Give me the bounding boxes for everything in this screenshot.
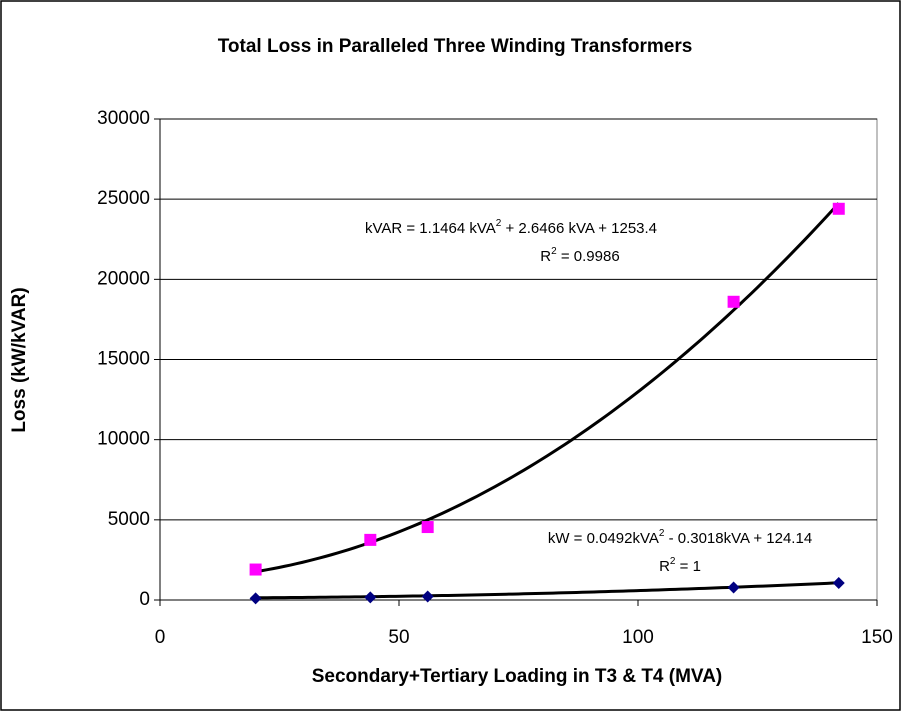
y-tick-label: 10000 — [97, 429, 150, 450]
y-tick-label: 25000 — [97, 188, 150, 209]
data-point — [727, 295, 740, 308]
data-point — [364, 533, 377, 546]
trendline-equation: kVAR = 1.1464 kVA2 + 2.6466 kVA + 1253.4 — [365, 218, 657, 237]
x-tick-label: 50 — [388, 627, 409, 648]
trendline-equation: kW = 0.0492kVA2 - 0.3018kVA + 124.14 — [548, 528, 812, 547]
data-point — [832, 577, 845, 590]
equation-part: kW = 0.0492kVA — [548, 530, 659, 547]
equation-part: 2 — [496, 218, 502, 229]
equation-part: 2 — [551, 246, 557, 257]
data-point — [421, 521, 434, 534]
data-point — [832, 202, 845, 215]
equation-part: = 1 — [675, 558, 700, 575]
equation-part: + 2.6466 kVA + 1253.4 — [501, 220, 657, 237]
y-tick-label: 5000 — [108, 509, 150, 530]
equation-part: 2 — [670, 556, 676, 567]
equation-part: 2 — [659, 528, 665, 539]
x-tick-label: 150 — [861, 627, 893, 648]
x-tick-label: 0 — [155, 627, 166, 648]
trendline — [255, 581, 839, 600]
y-tick-label: 15000 — [97, 349, 150, 370]
r-squared: R2 = 0.9986 — [540, 246, 619, 265]
r-squared: R2 = 1 — [659, 556, 701, 575]
equation-part: kVAR = 1.1464 kVA — [365, 220, 496, 237]
trendline — [255, 202, 840, 574]
y-axis-label: Loss (kW/kVAR) — [9, 287, 30, 432]
equation-part: = 0.9986 — [557, 248, 620, 265]
data-point — [249, 563, 262, 576]
data-point — [364, 591, 377, 604]
y-tick-label: 20000 — [97, 268, 150, 289]
y-tick-label: 30000 — [97, 108, 150, 129]
x-tick-label: 100 — [622, 627, 654, 648]
y-tick-label: 0 — [139, 589, 150, 610]
x-axis-label: Secondary+Tertiary Loading in T3 & T4 (M… — [312, 666, 723, 687]
equation-part: - 0.3018kVA + 124.14 — [664, 530, 812, 547]
equation-part: R — [540, 248, 551, 265]
data-point — [727, 581, 740, 594]
chart-title: Total Loss in Paralleled Three Winding T… — [218, 36, 693, 57]
data-point — [421, 590, 434, 603]
data-point — [249, 592, 262, 605]
equation-part: R — [659, 558, 670, 575]
